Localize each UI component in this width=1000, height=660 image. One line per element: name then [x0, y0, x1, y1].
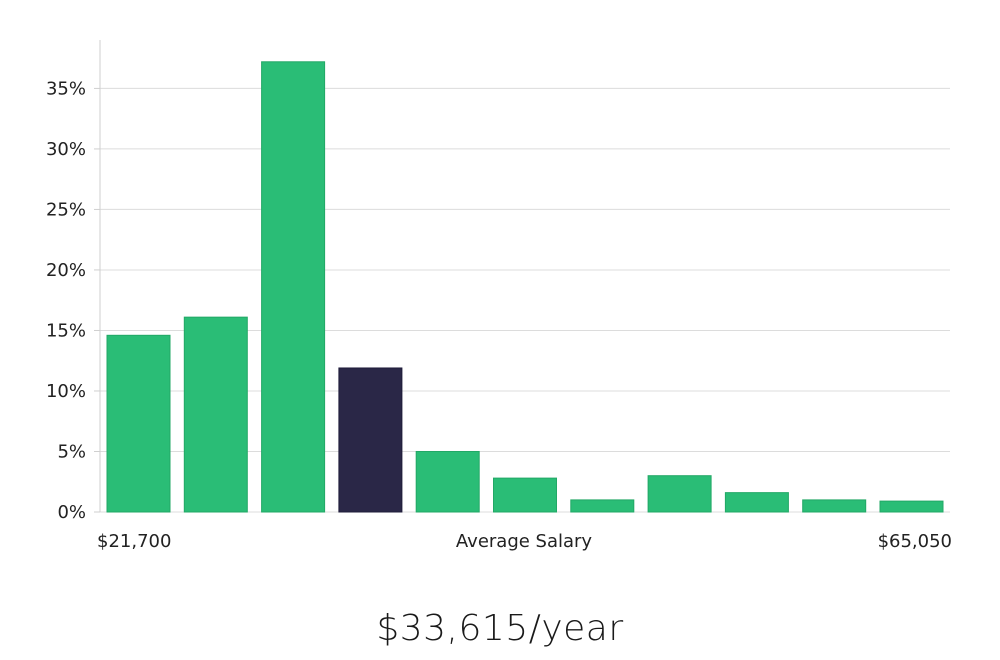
bar-highlighted — [338, 367, 403, 513]
y-tick-label: 0% — [57, 502, 86, 523]
y-axis-ticks: 0% 5% 10% 15% 20% 25% 30% 35% — [46, 78, 100, 523]
y-tick-label: 10% — [46, 381, 86, 402]
y-tick-label: 35% — [46, 78, 86, 99]
y-tick-label: 30% — [46, 139, 86, 160]
bar — [724, 492, 789, 513]
x-max-label: $65,050 — [878, 531, 952, 552]
bar — [802, 499, 867, 513]
average-salary-headline: $33,615/year — [376, 608, 624, 649]
bar — [415, 450, 480, 513]
y-tick-label: 25% — [46, 199, 86, 220]
bar — [106, 334, 171, 513]
y-tick-label: 15% — [46, 320, 86, 341]
y-tick-label: 20% — [46, 260, 86, 281]
bar — [183, 316, 248, 513]
bars — [106, 61, 944, 513]
bar — [570, 499, 635, 513]
y-tick-label: 5% — [57, 441, 86, 462]
x-axis-title: Average Salary — [456, 531, 593, 552]
bar — [879, 500, 944, 513]
bar — [647, 475, 712, 513]
salary-histogram: 0% 5% 10% 15% 20% 25% 30% 35% $21,700 Average S… — [46, 40, 952, 552]
bar — [261, 61, 326, 513]
bar — [493, 477, 557, 513]
x-min-label: $21,700 — [97, 531, 171, 552]
